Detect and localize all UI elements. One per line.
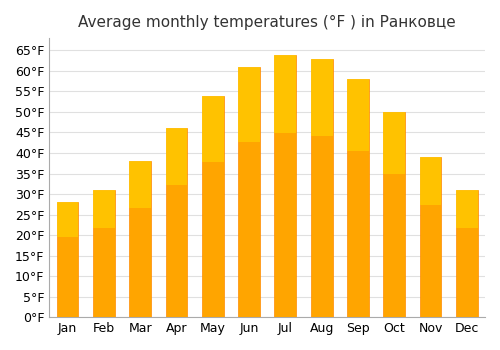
- Bar: [420, 157, 442, 317]
- Bar: [93, 190, 114, 317]
- Bar: [347, 79, 369, 317]
- Bar: [456, 190, 477, 228]
- Bar: [166, 128, 188, 185]
- Bar: [202, 96, 224, 162]
- Bar: [238, 67, 260, 142]
- Bar: [202, 96, 224, 317]
- Bar: [56, 202, 78, 237]
- Bar: [310, 59, 332, 136]
- Title: Average monthly temperatures (°F ) in Ранковце: Average monthly temperatures (°F ) in Ра…: [78, 15, 456, 30]
- Bar: [129, 161, 151, 317]
- Bar: [456, 190, 477, 317]
- Bar: [274, 55, 296, 133]
- Bar: [238, 67, 260, 317]
- Bar: [56, 202, 78, 317]
- Bar: [274, 55, 296, 317]
- Bar: [166, 128, 188, 317]
- Bar: [347, 79, 369, 150]
- Bar: [420, 157, 442, 205]
- Bar: [93, 190, 114, 228]
- Bar: [310, 59, 332, 317]
- Bar: [384, 112, 405, 317]
- Bar: [129, 161, 151, 208]
- Bar: [384, 112, 405, 174]
